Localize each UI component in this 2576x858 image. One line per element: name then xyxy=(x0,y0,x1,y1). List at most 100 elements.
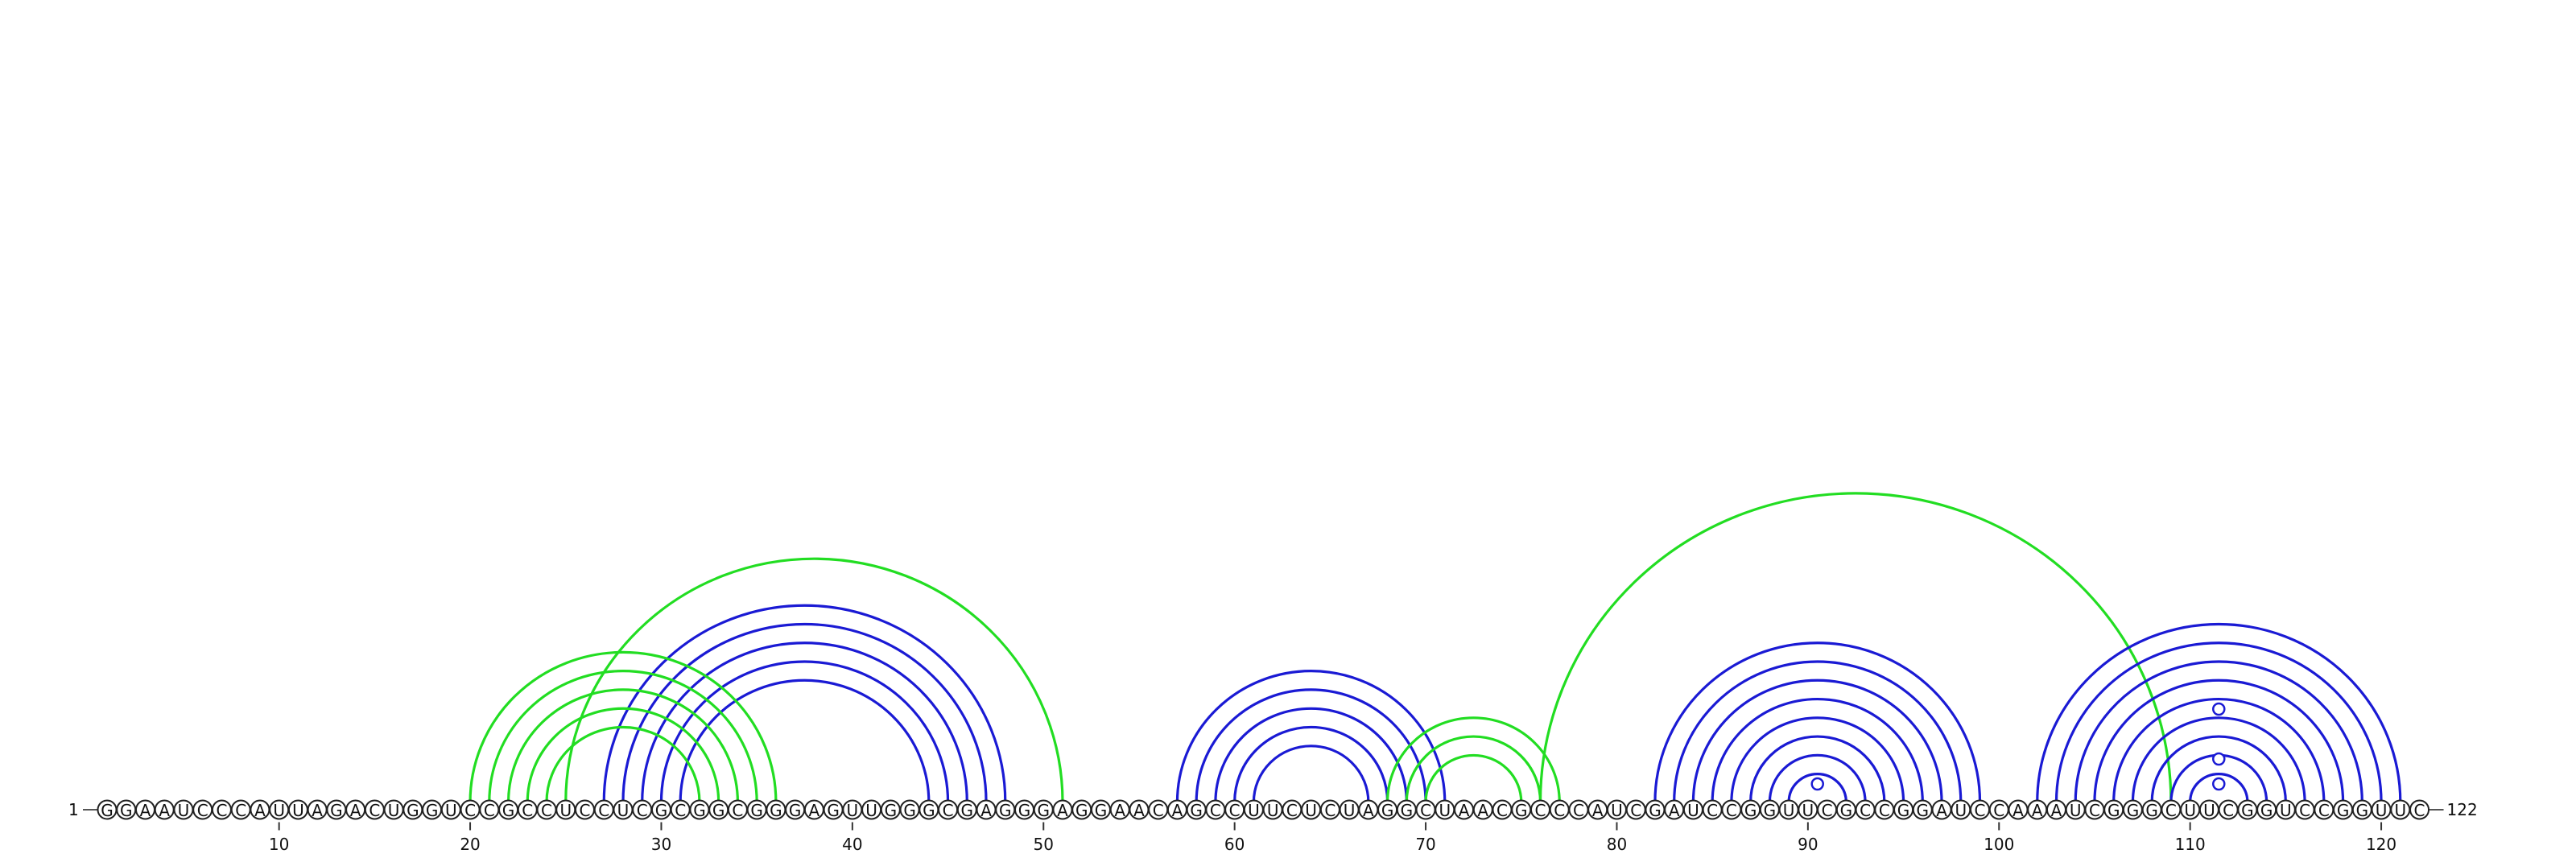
arc-102-121 xyxy=(2036,622,2402,802)
nucleotide: C xyxy=(1415,799,1436,820)
arc-103-120 xyxy=(2054,641,2383,802)
nucleotide-letter: G xyxy=(712,801,725,820)
nucleotide-letter: C xyxy=(598,801,609,820)
nucleotide-letter: C xyxy=(1726,801,1737,820)
nucleotide: U xyxy=(842,799,863,820)
nucleotide-letter: C xyxy=(1420,801,1431,820)
nucleotide: C xyxy=(192,799,213,820)
nucleotide-letter: G xyxy=(2127,801,2140,820)
nucleotide: C xyxy=(1492,799,1513,820)
arc-24-32 xyxy=(545,725,701,802)
arc-70-75 xyxy=(1424,753,1523,802)
nucleotide: U xyxy=(269,799,290,820)
nucleotide-letter: C xyxy=(1210,801,1221,820)
arc-29-46 xyxy=(641,641,968,802)
position-axis: 10 20 30 40 50 60 70 80 90 100 110 120 xyxy=(269,822,2396,854)
nucleotide-letter: G xyxy=(1018,801,1031,820)
nucleotide-letter: C xyxy=(2223,801,2234,820)
nucleotide-letter: C xyxy=(1975,801,1986,820)
arc-108-115 xyxy=(2150,735,2287,802)
nucleotide-letter: A xyxy=(1363,801,1374,820)
nucleotide-letter: A xyxy=(1477,801,1488,820)
axis-tick-label: 100 xyxy=(1984,835,2014,854)
nucleotide: A xyxy=(1931,799,1952,820)
nucleotide-letter: A xyxy=(1592,801,1604,820)
nucleotide: C xyxy=(1148,799,1169,820)
nucleotide-letter: C xyxy=(580,801,591,820)
nucleotide-letter: G xyxy=(923,801,935,820)
nucleotide-letter: C xyxy=(197,801,208,820)
nucleotide: C xyxy=(1702,799,1723,820)
arc-106-117 xyxy=(2112,697,2326,802)
nucleotide-letter: U xyxy=(1305,801,1317,820)
nucleotide: C xyxy=(460,799,481,820)
nucleotide: U xyxy=(2371,799,2392,820)
nucleotide-letter: G xyxy=(750,801,763,820)
nucleotide-letter: G xyxy=(1381,801,1394,820)
nucleotide: A xyxy=(2008,799,2029,820)
nucleotide: G xyxy=(1511,799,1532,820)
nucleotide: C xyxy=(211,799,232,820)
nucleotide-letter: G xyxy=(885,801,898,820)
nucleotide-letter: A xyxy=(159,801,170,820)
nucleotide: A xyxy=(1472,799,1493,820)
arc-110-113 xyxy=(2189,773,2249,802)
nucleotide-letter: A xyxy=(2013,801,2024,820)
arc-31-44 xyxy=(679,679,931,802)
nucleotide: U xyxy=(1243,799,1264,820)
nucleotide-letter: C xyxy=(522,801,533,820)
nucleotide-letter: U xyxy=(1344,801,1356,820)
nucleotide: C xyxy=(364,799,385,820)
nucleotide: A xyxy=(976,799,997,820)
nucleotide: G xyxy=(689,799,710,820)
nucleotide-letter: C xyxy=(675,801,686,820)
nucleotide: G xyxy=(2333,799,2354,820)
nucleotide: U xyxy=(1778,799,1799,820)
nucleotide-letter: U xyxy=(1802,801,1814,820)
nucleotide: A xyxy=(1358,799,1379,820)
nucleotide: G xyxy=(1014,799,1035,820)
axis-tick-label: 80 xyxy=(1607,835,1627,854)
nucleotide: G xyxy=(2256,799,2277,820)
nucleotide-letter: A xyxy=(2051,801,2062,820)
nucleotide-letter: C xyxy=(1707,801,1718,820)
nucleotide-letter: U xyxy=(1267,801,1279,820)
nucleotide: U xyxy=(440,799,461,820)
axis-tick-label: 20 xyxy=(460,835,480,854)
nucleotide-letter: U xyxy=(2203,801,2215,820)
axis-tick-label: 70 xyxy=(1415,835,1435,854)
nucleotide-letter: U xyxy=(2184,801,2196,820)
nucleotide: G xyxy=(402,799,423,820)
arc-105-118 xyxy=(2093,679,2345,802)
arc-76-109 xyxy=(1538,492,2173,802)
hairpin-marker xyxy=(2212,752,2226,766)
nucleotide: G xyxy=(899,799,920,820)
axis-tick-label: 60 xyxy=(1224,835,1245,854)
nucleotide-letter: A xyxy=(140,801,151,820)
nucleotide: G xyxy=(1912,799,1933,820)
nucleotide-letter: A xyxy=(350,801,361,820)
nucleotide: G xyxy=(1033,799,1054,820)
axis-tick-label: 50 xyxy=(1034,835,1054,854)
nucleotide-letter: G xyxy=(1190,801,1203,820)
nucleotide-letter: U xyxy=(1687,801,1699,820)
nucleotide-letter: G xyxy=(426,801,439,820)
nucleotide: G xyxy=(1759,799,1780,820)
nucleotide-letter: A xyxy=(1057,801,1068,820)
arc-61-67 xyxy=(1252,745,1370,802)
axis-tick-label: 30 xyxy=(651,835,671,854)
nucleotide: A xyxy=(1454,799,1475,820)
nucleotide-letter: G xyxy=(1095,801,1108,820)
arc-107-116 xyxy=(2131,716,2306,802)
nucleotide: A xyxy=(134,799,155,820)
arc-21-35 xyxy=(488,670,758,802)
nucleotide-letter: C xyxy=(1496,801,1508,820)
nucleotide-letter: U xyxy=(1248,801,1260,820)
nucleotide-letter: A xyxy=(1936,801,1947,820)
nucleotide-letter: G xyxy=(1897,801,1910,820)
nucleotide-letter: C xyxy=(943,801,954,820)
arc-22-34 xyxy=(506,688,740,802)
nucleotide-letter: U xyxy=(1611,801,1623,820)
nucleotide-letter: U xyxy=(1783,801,1795,820)
arc-20-36 xyxy=(469,650,778,802)
